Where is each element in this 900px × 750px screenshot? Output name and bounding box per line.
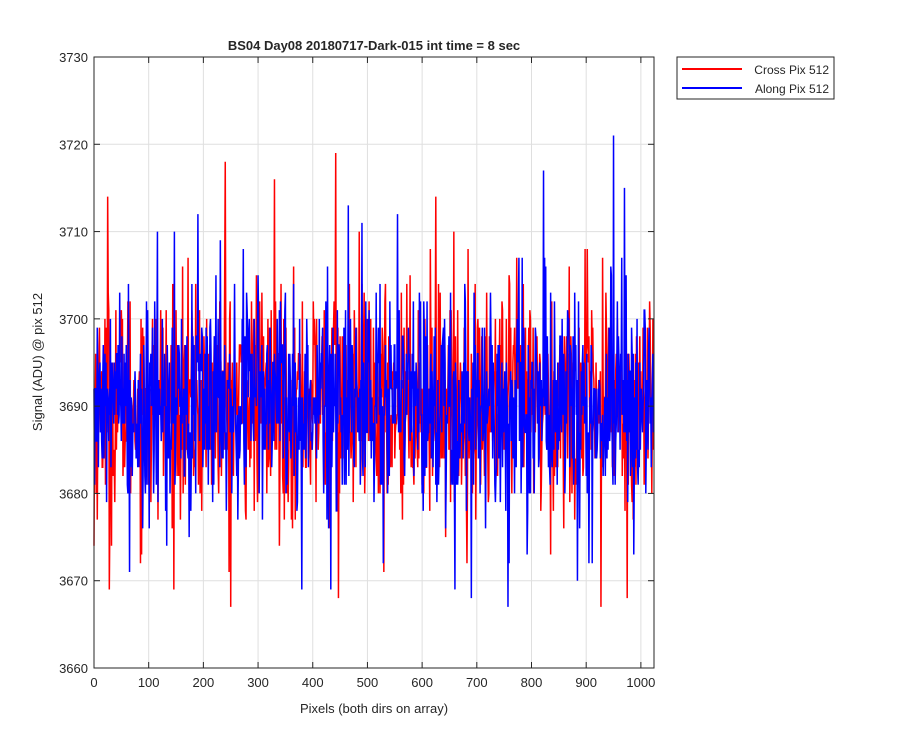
y-tick-label: 3710 bbox=[59, 225, 88, 240]
axes-box bbox=[93, 56, 655, 669]
legend-label-cross: Cross Pix 512 bbox=[754, 63, 829, 77]
y-tick-label: 3670 bbox=[59, 574, 88, 589]
y-tick-label: 3700 bbox=[59, 312, 88, 327]
x-tick-label: 0 bbox=[90, 675, 97, 690]
legend-box bbox=[676, 56, 835, 100]
x-tick-label: 1000 bbox=[626, 675, 655, 690]
legend-label-along: Along Pix 512 bbox=[755, 82, 829, 96]
x-tick-label: 500 bbox=[357, 675, 379, 690]
x-ticks: 0 100 200 300 400 500 600 700 800 900 1000 bbox=[90, 57, 655, 690]
chart-title: BS04 Day08 20180717-Dark-015 int time = … bbox=[228, 38, 520, 53]
x-tick-label: 900 bbox=[575, 675, 597, 690]
series-layer bbox=[93, 135, 655, 607]
x-tick-label: 800 bbox=[521, 675, 543, 690]
x-tick-label: 100 bbox=[138, 675, 160, 690]
y-tick-label: 3720 bbox=[59, 137, 88, 152]
x-tick-label: 600 bbox=[411, 675, 433, 690]
y-ticks: 3660 3670 3680 3690 3700 3710 3720 3730 bbox=[59, 50, 654, 676]
x-tick-label: 200 bbox=[193, 675, 215, 690]
y-tick-label: 3690 bbox=[59, 399, 88, 414]
series-along-pix-512-line bbox=[93, 135, 655, 607]
x-tick-label: 300 bbox=[247, 675, 269, 690]
legend: Cross Pix 512 Along Pix 512 bbox=[676, 56, 835, 100]
y-tick-label: 3660 bbox=[59, 661, 88, 676]
grid bbox=[94, 57, 654, 668]
y-tick-label: 3680 bbox=[59, 486, 88, 501]
x-tick-label: 400 bbox=[302, 675, 324, 690]
x-tick-label: 700 bbox=[466, 675, 488, 690]
y-tick-label: 3730 bbox=[59, 50, 88, 65]
x-axis-label: Pixels (both dirs on array) bbox=[300, 701, 448, 716]
y-axis-label: Signal (ADU) @ pix 512 bbox=[30, 293, 45, 431]
